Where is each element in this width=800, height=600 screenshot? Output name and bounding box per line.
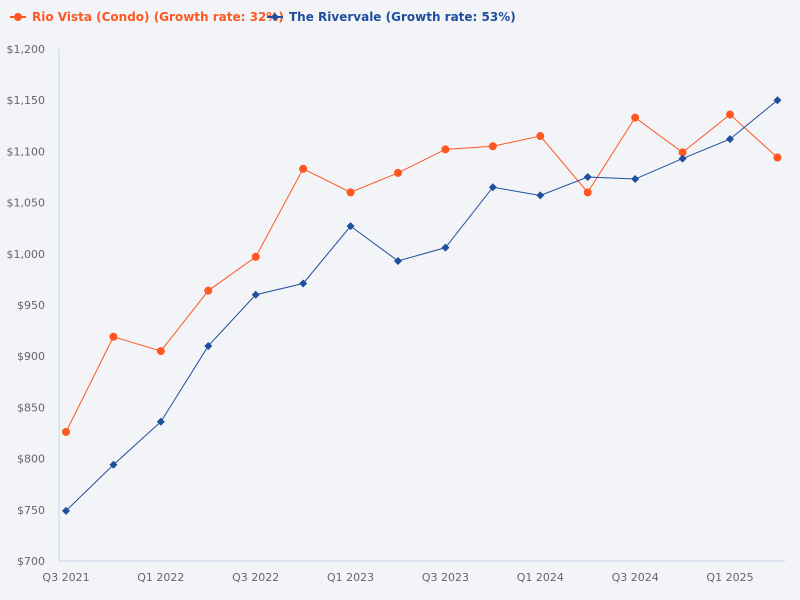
legend-label: Rio Vista (Condo) (Growth rate: 32%) <box>32 10 284 24</box>
data-point[interactable] <box>346 222 355 231</box>
data-point[interactable] <box>441 243 450 252</box>
data-point[interactable] <box>204 286 213 295</box>
series-0 <box>62 110 782 436</box>
data-point[interactable] <box>299 279 308 288</box>
data-point[interactable] <box>394 256 402 265</box>
legend-circle-marker-icon <box>14 13 22 21</box>
data-point[interactable] <box>678 154 687 163</box>
series-group <box>62 96 782 515</box>
data-point[interactable] <box>441 145 450 154</box>
data-point[interactable] <box>109 332 118 341</box>
data-point[interactable] <box>299 164 308 173</box>
legend: Rio Vista (Condo) (Growth rate: 32%) The … <box>10 10 516 24</box>
legend-label: The Rivervale (Growth rate: 53%) <box>289 10 516 24</box>
data-point[interactable] <box>536 191 545 200</box>
y-tick-label: $850 <box>17 401 45 414</box>
data-point[interactable] <box>488 142 497 151</box>
x-tick-label: Q1 2023 <box>327 571 374 584</box>
x-axis-ticks: Q3 2021 Q1 2022 Q3 2022 Q1 2023 Q3 2023 Q1 20… <box>42 571 753 584</box>
data-point[interactable] <box>346 188 355 197</box>
x-tick-label: Q3 2024 <box>612 571 659 584</box>
x-tick-label: Q1 2025 <box>706 571 753 584</box>
series-line <box>65 113 778 433</box>
legend-diamond-marker-icon <box>271 13 279 21</box>
data-point[interactable] <box>251 252 260 261</box>
y-tick-label: $750 <box>17 504 45 517</box>
data-point[interactable] <box>583 173 592 181</box>
data-point[interactable] <box>773 153 782 162</box>
data-point[interactable] <box>62 506 70 515</box>
x-tick-label: Q3 2021 <box>42 571 89 584</box>
y-tick-label: $900 <box>17 350 45 363</box>
y-tick-label: $1,200 <box>7 43 46 56</box>
data-point[interactable] <box>583 188 592 197</box>
data-point[interactable] <box>251 290 260 299</box>
legend-item-0[interactable]: Rio Vista (Condo) (Growth rate: 32%) <box>10 10 284 24</box>
legend-item-1[interactable]: The Rivervale (Growth rate: 53%) <box>267 10 516 24</box>
y-tick-label: $1,100 <box>7 145 46 158</box>
data-point[interactable] <box>631 175 640 184</box>
data-point[interactable] <box>156 347 165 356</box>
x-tick-label: Q1 2024 <box>517 571 564 584</box>
data-point[interactable] <box>536 132 545 141</box>
x-tick-label: Q3 2023 <box>422 571 469 584</box>
data-point[interactable] <box>726 135 734 144</box>
data-point[interactable] <box>156 417 165 426</box>
x-tick-label: Q3 2022 <box>232 571 279 584</box>
data-point[interactable] <box>631 113 640 122</box>
series-line <box>65 99 778 512</box>
y-tick-label: $1,150 <box>7 94 46 107</box>
y-tick-label: $1,050 <box>7 197 46 210</box>
data-point[interactable] <box>394 168 402 177</box>
series-1 <box>62 96 782 515</box>
y-tick-label: $800 <box>17 453 45 466</box>
data-point[interactable] <box>62 427 70 436</box>
data-point[interactable] <box>678 148 687 157</box>
y-axis-ticks: $700 $750 $800 $850 $900 $950 $1,000 $1,050 $1,1… <box>7 43 46 568</box>
data-point[interactable] <box>109 460 118 469</box>
data-point[interactable] <box>488 183 497 192</box>
data-point[interactable] <box>726 110 734 119</box>
data-point[interactable] <box>773 96 782 105</box>
y-tick-label: $950 <box>17 299 45 312</box>
y-tick-label: $700 <box>17 555 45 568</box>
data-point[interactable] <box>204 341 213 350</box>
x-tick-label: Q1 2022 <box>137 571 184 584</box>
y-tick-label: $1,000 <box>7 248 46 261</box>
